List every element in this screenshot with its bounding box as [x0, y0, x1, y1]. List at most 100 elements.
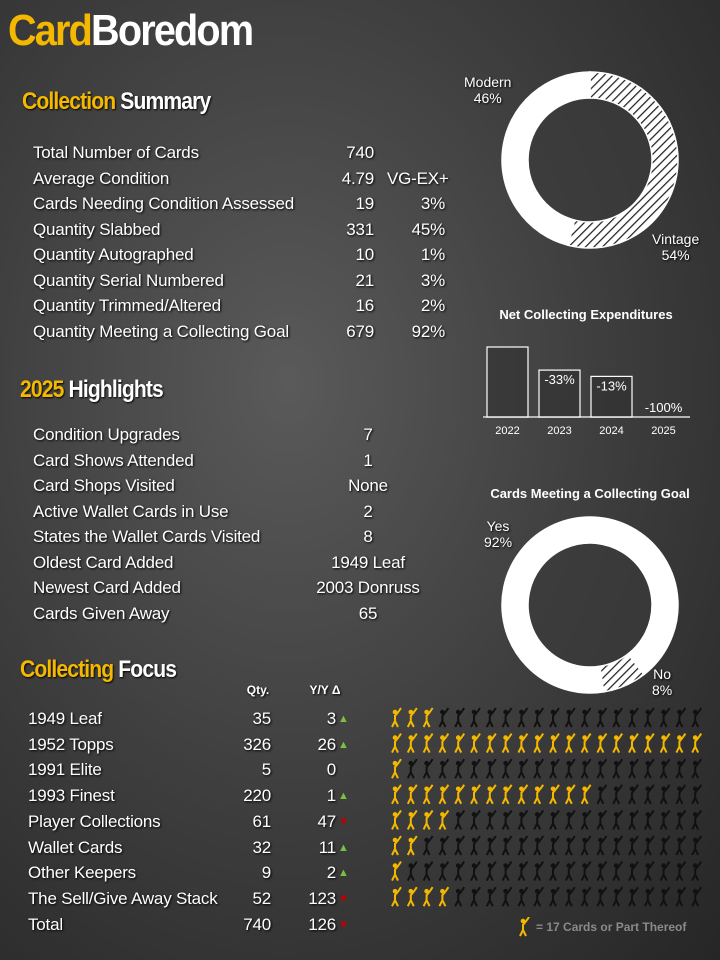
highlight-value: 7	[363, 425, 373, 444]
summary-label: Average Condition	[33, 168, 170, 188]
batter-icon	[501, 835, 513, 856]
focus-label: 1991 Elite	[28, 760, 102, 780]
batter-icon	[470, 809, 481, 830]
focus-label: 1993 Finest	[28, 786, 115, 806]
batter-icon	[454, 861, 466, 882]
summary-value: 10	[355, 245, 374, 264]
batter-icon	[454, 784, 466, 805]
batter-icon	[454, 707, 466, 728]
batter-icon	[533, 733, 545, 754]
donut-slice-yes	[501, 516, 679, 694]
batter-icon	[691, 835, 703, 856]
batter-icon	[485, 809, 497, 830]
batter-icon	[485, 861, 497, 882]
batter-icon	[422, 784, 434, 805]
batter-icon	[596, 809, 608, 830]
batter-icon	[580, 784, 592, 805]
bar-2022	[486, 346, 529, 418]
trend-up-icon: ▲	[338, 713, 349, 725]
batter-icon	[406, 784, 418, 805]
focus-qty: 32	[252, 837, 271, 857]
batter-icon	[675, 861, 687, 882]
batter-icon	[643, 784, 655, 805]
batter-icon	[422, 886, 434, 907]
yes-name: Yes	[486, 518, 510, 534]
batter-icon	[612, 707, 624, 728]
batter-icon	[485, 707, 497, 728]
batter-icon	[391, 886, 402, 907]
summary-label: Quantity Serial Numbered	[33, 270, 224, 290]
focus-label: 1952 Topps	[28, 734, 114, 754]
batter-icon	[391, 707, 402, 728]
batter-icon	[675, 733, 687, 754]
batter-icon	[391, 809, 402, 830]
batter-icon	[422, 758, 434, 779]
batter-icon	[422, 861, 434, 882]
vintage-label: Vintage 54%	[652, 231, 699, 263]
highlight-label: Card Shows Attended	[33, 450, 194, 470]
highlights-title-1: 2025	[20, 376, 64, 403]
batter-icon	[643, 758, 655, 779]
batter-icon	[596, 758, 608, 779]
batter-icon	[501, 758, 513, 779]
batter-icon	[643, 835, 655, 856]
batter-icon	[501, 784, 513, 805]
batter-icon	[659, 861, 671, 882]
batter-icon	[643, 861, 655, 882]
batter-icon	[406, 758, 418, 779]
batter-icon	[391, 835, 402, 856]
batter-icon	[628, 784, 639, 805]
focus-qty: 740	[243, 914, 271, 934]
batter-icon	[580, 835, 592, 856]
bar-data-label: -100%	[645, 400, 683, 415]
batter-icon	[675, 886, 687, 907]
batter-icon	[501, 707, 513, 728]
batter-icon	[643, 707, 655, 728]
batter-icon	[628, 835, 639, 856]
summary-label: Quantity Meeting a Collecting Goal	[33, 321, 289, 341]
batter-icon	[485, 733, 497, 754]
batter-icon	[533, 809, 545, 830]
batter-icon	[596, 835, 608, 856]
summary-title: Collection Summary	[22, 88, 211, 116]
qty-header: Qty.	[246, 683, 270, 697]
batter-icon	[659, 758, 671, 779]
highlight-value: 1949 Leaf	[331, 552, 405, 572]
yoy-header: Y/Y Δ	[309, 683, 341, 697]
batter-icon	[517, 861, 529, 882]
batter-icon	[612, 784, 624, 805]
batter-icon	[406, 886, 418, 907]
batter-icon	[454, 835, 466, 856]
batter-icon	[533, 886, 545, 907]
batter-icon	[517, 784, 529, 805]
focus-yoy: 123	[308, 888, 336, 908]
focus-qty: 9	[261, 863, 271, 883]
yes-label: Yes 92%	[484, 518, 512, 550]
expenditures-title: Net Collecting Expenditures	[499, 307, 673, 322]
summary-extra: 3%	[420, 194, 445, 213]
batter-icon	[533, 835, 545, 856]
batter-icon	[485, 886, 497, 907]
bar-data-label: -33%	[544, 372, 575, 387]
batter-icon	[643, 886, 655, 907]
batter-icon	[470, 707, 481, 728]
batter-icon	[485, 835, 497, 856]
logo-part1: Card	[8, 6, 93, 55]
focus-yoy: 47	[317, 811, 336, 831]
batter-icon	[612, 809, 624, 830]
batter-icon	[454, 758, 466, 779]
batter-icon	[454, 809, 466, 830]
batter-icon	[517, 707, 529, 728]
focus-yoy: 0	[326, 760, 336, 780]
focus-qty: 52	[252, 888, 271, 908]
batter-icon	[580, 886, 592, 907]
focus-yoy: 1	[326, 786, 336, 806]
batter-icon	[391, 784, 402, 805]
highlight-label: Cards Given Away	[33, 603, 170, 623]
batter-icon	[470, 784, 481, 805]
batter-icon	[422, 835, 434, 856]
batter-icon	[406, 835, 418, 856]
batter-icon	[596, 784, 608, 805]
batter-icon	[470, 886, 481, 907]
batter-icon	[470, 861, 481, 882]
